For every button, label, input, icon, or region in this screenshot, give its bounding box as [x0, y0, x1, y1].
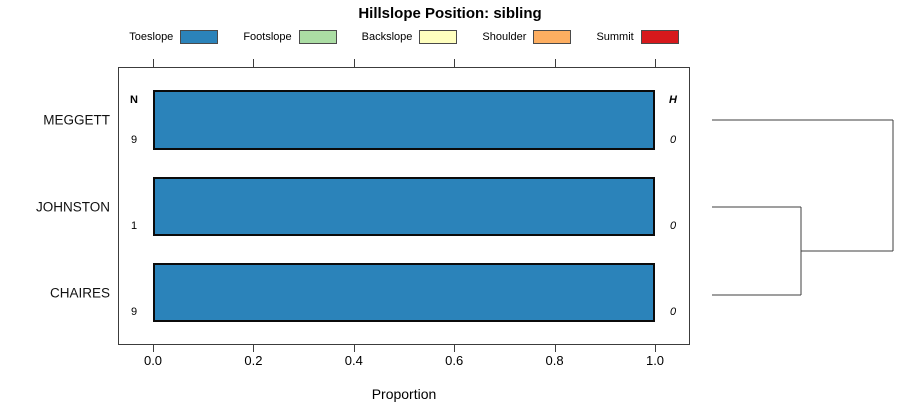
axis-tick-top: [353, 59, 355, 67]
n-column-value: 1: [130, 220, 138, 232]
bar-segment: [153, 177, 655, 236]
axis-tick-bottom: [655, 345, 656, 352]
chart-title: Hillslope Position: sibling: [358, 5, 542, 22]
n-column-header: N: [130, 94, 138, 106]
legend-item: Shoulder: [482, 30, 572, 44]
legend-item: Footslope: [243, 30, 337, 44]
x-tick-label: 0.6: [445, 353, 464, 368]
row-label: MEGGETT: [43, 112, 110, 128]
axis-tick-top: [153, 59, 154, 67]
axis-tick-top: [554, 59, 556, 67]
axis-tick-bottom: [353, 345, 355, 352]
x-tick-label: 1.0: [645, 353, 665, 368]
h-column-value: 0: [669, 134, 677, 146]
legend: Toeslope Footslope Backslope Shoulder Summit: [118, 29, 690, 45]
x-tick-label: 0.8: [545, 353, 564, 368]
legend-swatch: [533, 30, 572, 44]
legend-item-label: Toeslope: [129, 31, 174, 43]
x-axis-label: Proportion: [371, 386, 437, 402]
axis-tick-bottom: [153, 345, 154, 352]
bar-segment: [153, 90, 655, 150]
n-column-value: 9: [130, 134, 138, 146]
x-tick-label: 0.2: [244, 353, 263, 368]
legend-swatch: [298, 30, 337, 44]
legend-item-label: Shoulder: [482, 31, 527, 43]
axis-tick-top: [454, 59, 456, 67]
legend-swatch: [640, 30, 679, 44]
plot-area: [118, 67, 690, 345]
legend-item: Toeslope: [129, 30, 219, 44]
row-label: CHAIRES: [49, 285, 110, 300]
legend-swatch: [180, 30, 219, 44]
legend-item-label: Footslope: [243, 31, 292, 43]
h-column-header: H: [669, 94, 677, 106]
legend-item: Summit: [596, 30, 679, 44]
legend-swatch: [419, 30, 458, 44]
bar-segment: [153, 263, 655, 322]
x-tick-label: 0.0: [143, 353, 163, 368]
axis-tick-top: [655, 59, 656, 67]
axis-tick-bottom: [253, 345, 255, 352]
axis-tick-bottom: [554, 345, 556, 352]
axis-tick-bottom: [454, 345, 456, 352]
legend-item: Backslope: [362, 30, 458, 44]
legend-item-label: Summit: [596, 31, 634, 43]
legend-item-label: Backslope: [361, 31, 413, 43]
h-column-value: 0: [669, 306, 677, 318]
x-tick-label: 0.4: [344, 353, 363, 368]
h-column-value: 0: [669, 220, 677, 232]
row-label: JOHNSTON: [35, 199, 110, 214]
axis-tick-top: [253, 59, 255, 67]
n-column-value: 9: [130, 306, 138, 318]
